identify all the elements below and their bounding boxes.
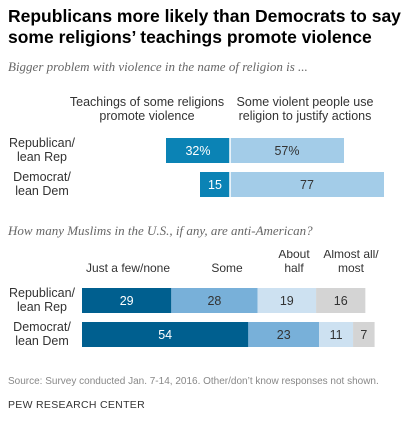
row2-label-0: Republican/lean Rep	[9, 286, 76, 314]
legend-3: Almost all/most	[323, 250, 379, 275]
value-seg-2-1: 11	[330, 328, 343, 342]
legend-1: Some	[211, 261, 243, 275]
diverging-bar-chart: Teachings of some religions promote viole…	[9, 95, 384, 201]
value-teachings-1: 15	[208, 178, 222, 192]
legend-violent-people: Some violent people use religion to justi…	[237, 95, 374, 123]
bar-violent-1	[230, 172, 384, 197]
organization-name: PEW RESEARCH CENTER	[8, 399, 145, 411]
chart-title: Republicans more likely than Democrats t…	[8, 6, 401, 47]
second-chart-question: How many Muslims in the U.S., if any, ar…	[8, 223, 313, 238]
legend-2: About half	[278, 250, 310, 275]
bar-seg-3-0	[316, 288, 366, 313]
bar-seg-1-1	[248, 322, 320, 347]
value-seg-3-0: 16	[334, 294, 348, 308]
bar-violent-0	[230, 138, 344, 163]
value-violent-1: 77	[300, 178, 314, 192]
legend-0: Just a few/none	[86, 261, 170, 275]
legend-teachings: Teachings of some religions promote viole…	[70, 95, 224, 123]
bar-teachings-1	[200, 172, 230, 197]
row-label-1: Democrat/lean Dem	[13, 170, 71, 198]
stacked-bar-chart: Just a few/none Some About half Almost all/m…	[9, 250, 379, 348]
source-note: Source: Survey conducted Jan. 7-14, 2016…	[8, 376, 379, 387]
value-seg-2-0: 19	[280, 294, 294, 308]
bar-seg-3-1	[353, 322, 375, 347]
bar-teachings-0	[166, 138, 230, 163]
value-violent-0: 57%	[274, 144, 299, 158]
value-seg-1-1: 23	[277, 328, 291, 342]
chart-subtitle: Bigger problem with violence in the name…	[8, 59, 308, 74]
bar-seg-2-1	[319, 322, 354, 347]
row-label-0: Republican/lean Rep	[9, 136, 76, 164]
value-teachings-0: 32%	[185, 144, 210, 158]
bar-seg-2-0	[257, 288, 317, 313]
value-seg-3-1: 7	[360, 328, 367, 342]
value-seg-0-1: 54	[158, 328, 172, 342]
bar-seg-0-1	[82, 322, 249, 347]
bar-seg-0-0	[82, 288, 172, 313]
row2-label-1: Democrat/lean Dem	[13, 320, 71, 348]
bar-seg-1-0	[171, 288, 258, 313]
value-seg-1-0: 28	[207, 294, 221, 308]
value-seg-0-0: 29	[120, 294, 134, 308]
